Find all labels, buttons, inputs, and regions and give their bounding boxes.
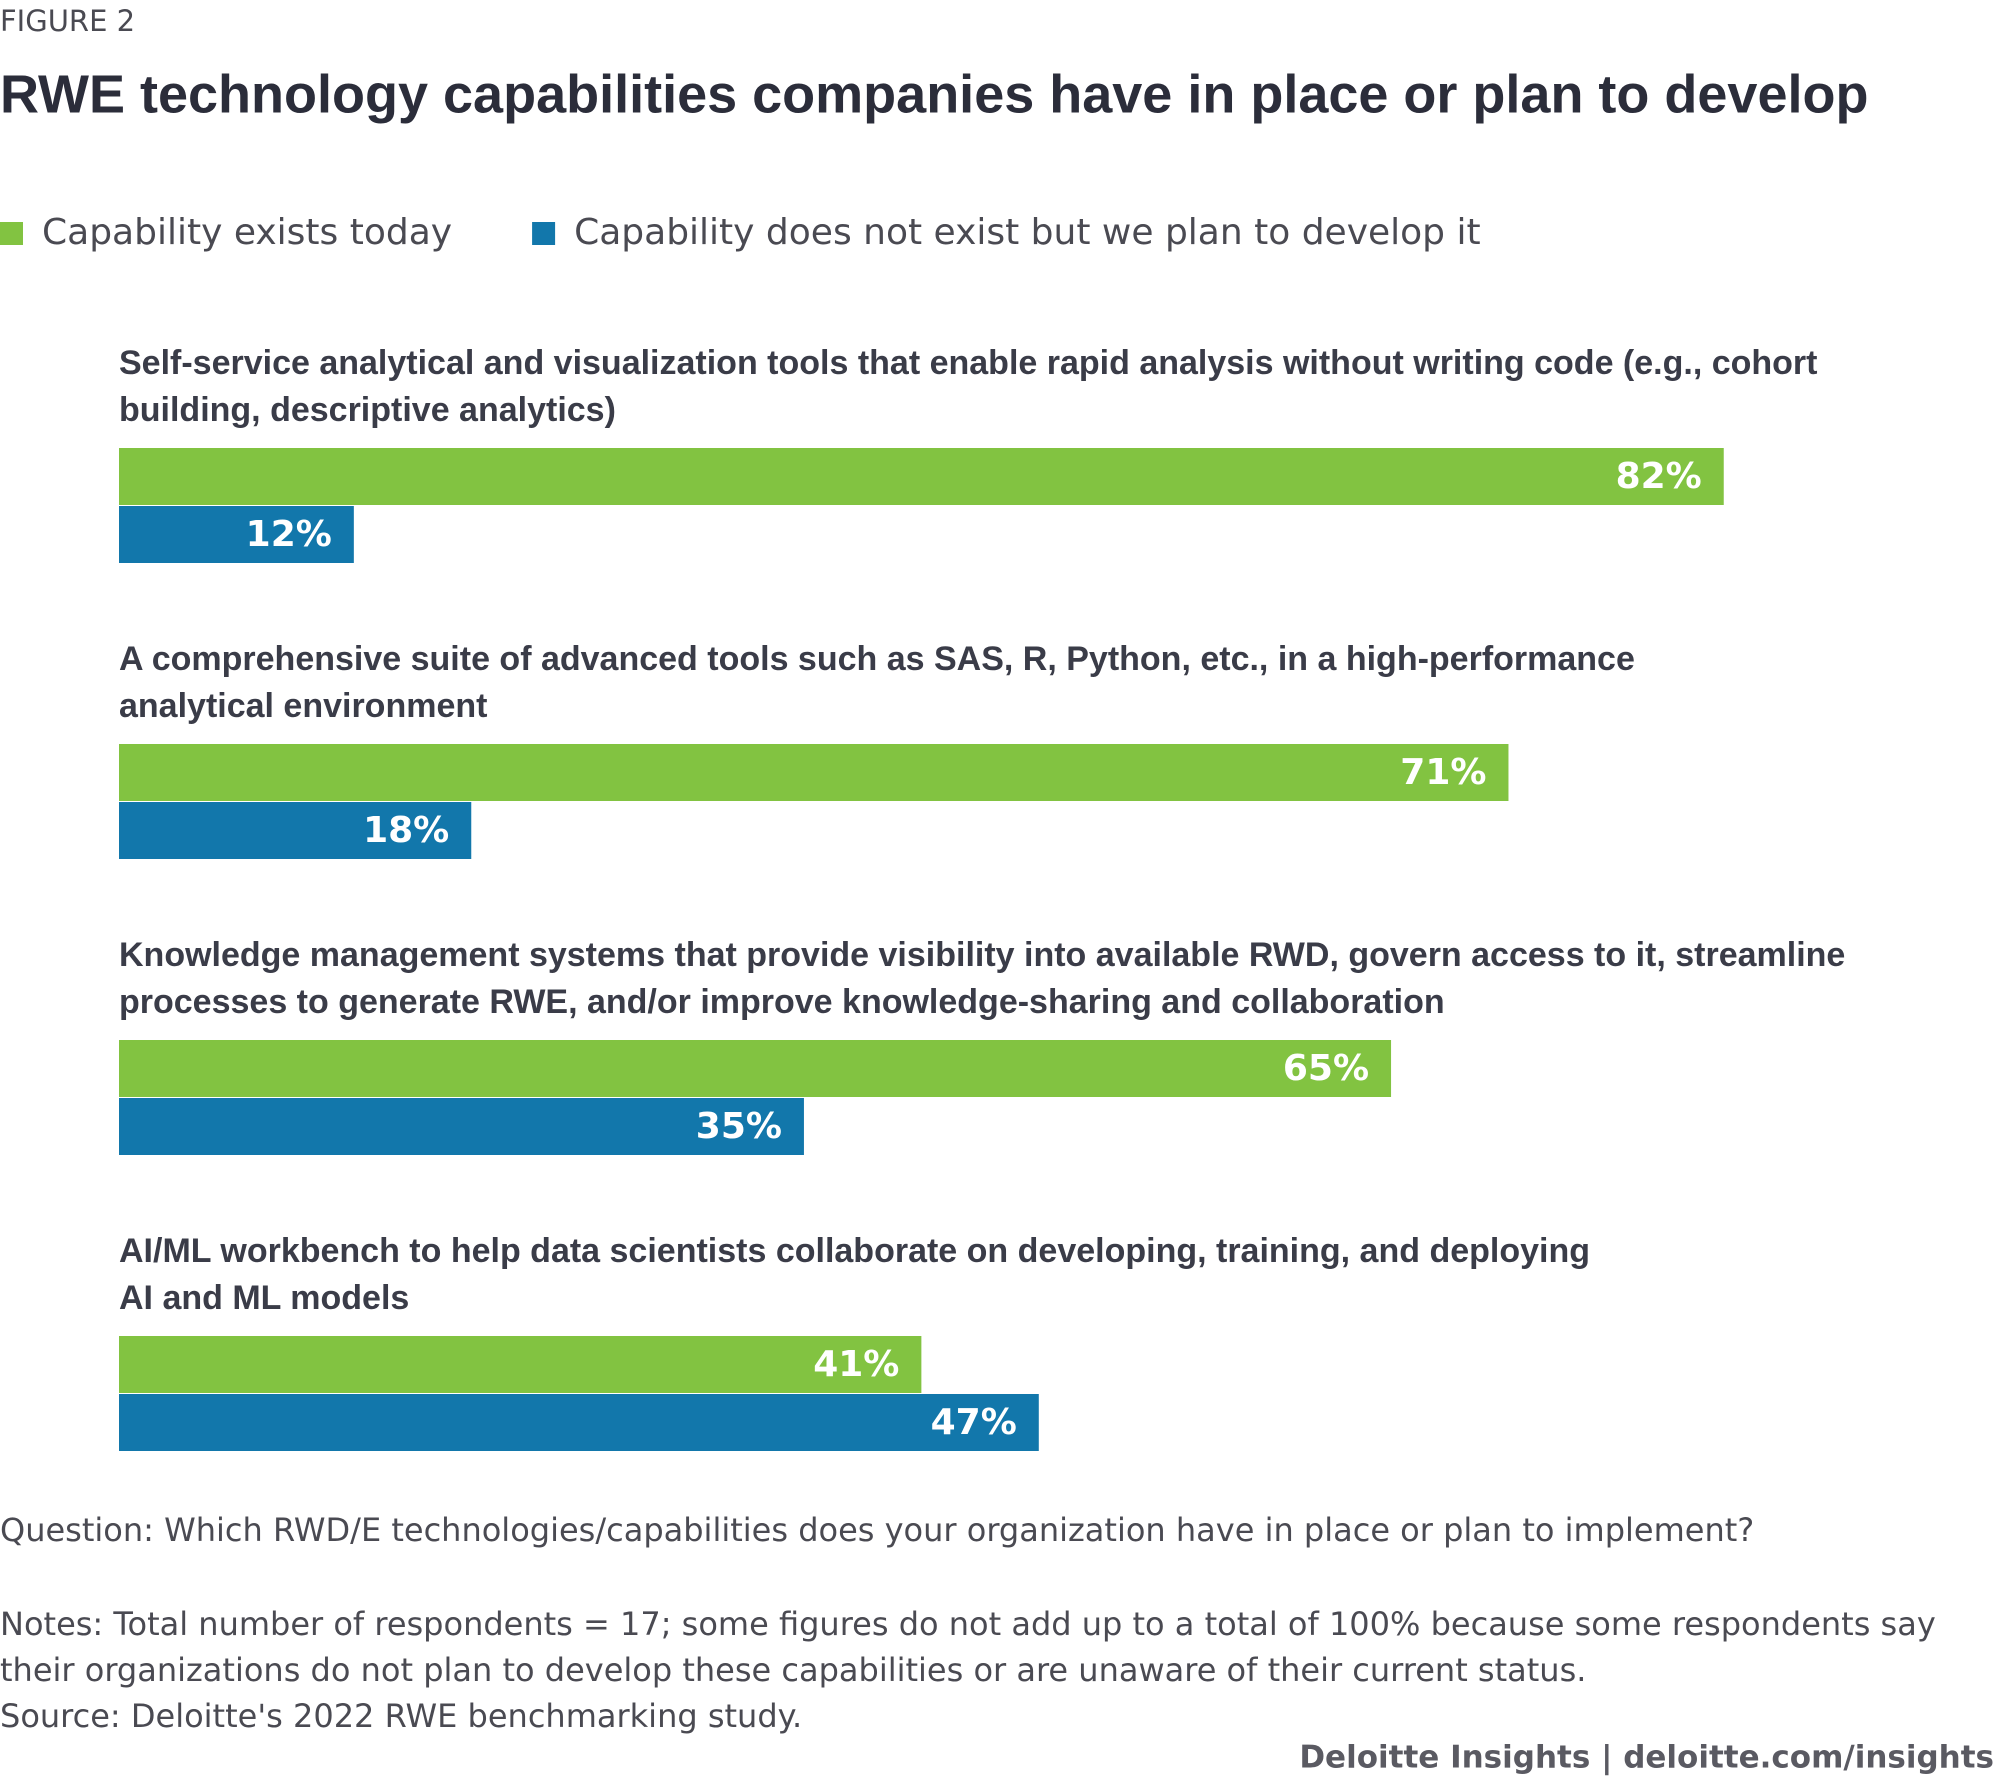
bar [119, 1336, 922, 1393]
value-label: 65% [1283, 1048, 1369, 1089]
category-label: AI/ML workbench to help data scientists … [119, 1232, 1590, 1270]
bar [119, 802, 472, 859]
source: Source: Deloitte's 2022 RWE benchmarking… [0, 1697, 802, 1735]
credit: Deloitte Insights | deloitte.com/insight… [1299, 1740, 1994, 1776]
question: Question: Which RWD/E technologies/capab… [0, 1511, 1754, 1549]
value-label: 82% [1616, 456, 1702, 497]
bar [119, 448, 1724, 505]
category-label: processes to generate RWE, and/or improv… [119, 983, 1445, 1021]
value-label: 18% [363, 810, 449, 851]
value-label: 47% [931, 1402, 1017, 1443]
bar [119, 744, 1509, 801]
category-label: A comprehensive suite of advanced tools … [119, 640, 1635, 678]
legend-swatch [532, 222, 556, 245]
notes: Notes: Total number of respondents = 17;… [0, 1605, 1936, 1643]
chart-title: RWE technology capabilities companies ha… [0, 64, 1868, 124]
value-label: 12% [246, 514, 332, 555]
bar [119, 1394, 1039, 1451]
bar [119, 1098, 804, 1155]
value-label: 41% [813, 1344, 899, 1385]
legend-label: Capability exists today [42, 212, 452, 253]
category-label: AI and ML models [119, 1279, 409, 1317]
bar [119, 506, 354, 563]
category-label: Knowledge management systems that provid… [119, 936, 1845, 974]
value-label: 35% [696, 1106, 782, 1147]
value-label: 71% [1400, 752, 1486, 793]
category-label: building, descriptive analytics) [119, 391, 616, 429]
legend-label: Capability does not exist but we plan to… [574, 212, 1481, 253]
bar [119, 1040, 1392, 1097]
kicker: FIGURE 2 [0, 4, 135, 38]
notes: their organizations do not plan to devel… [0, 1651, 1586, 1689]
category-label: Self-service analytical and visualizatio… [119, 344, 1818, 382]
legend-swatch [0, 222, 23, 245]
category-label: analytical environment [119, 687, 487, 725]
